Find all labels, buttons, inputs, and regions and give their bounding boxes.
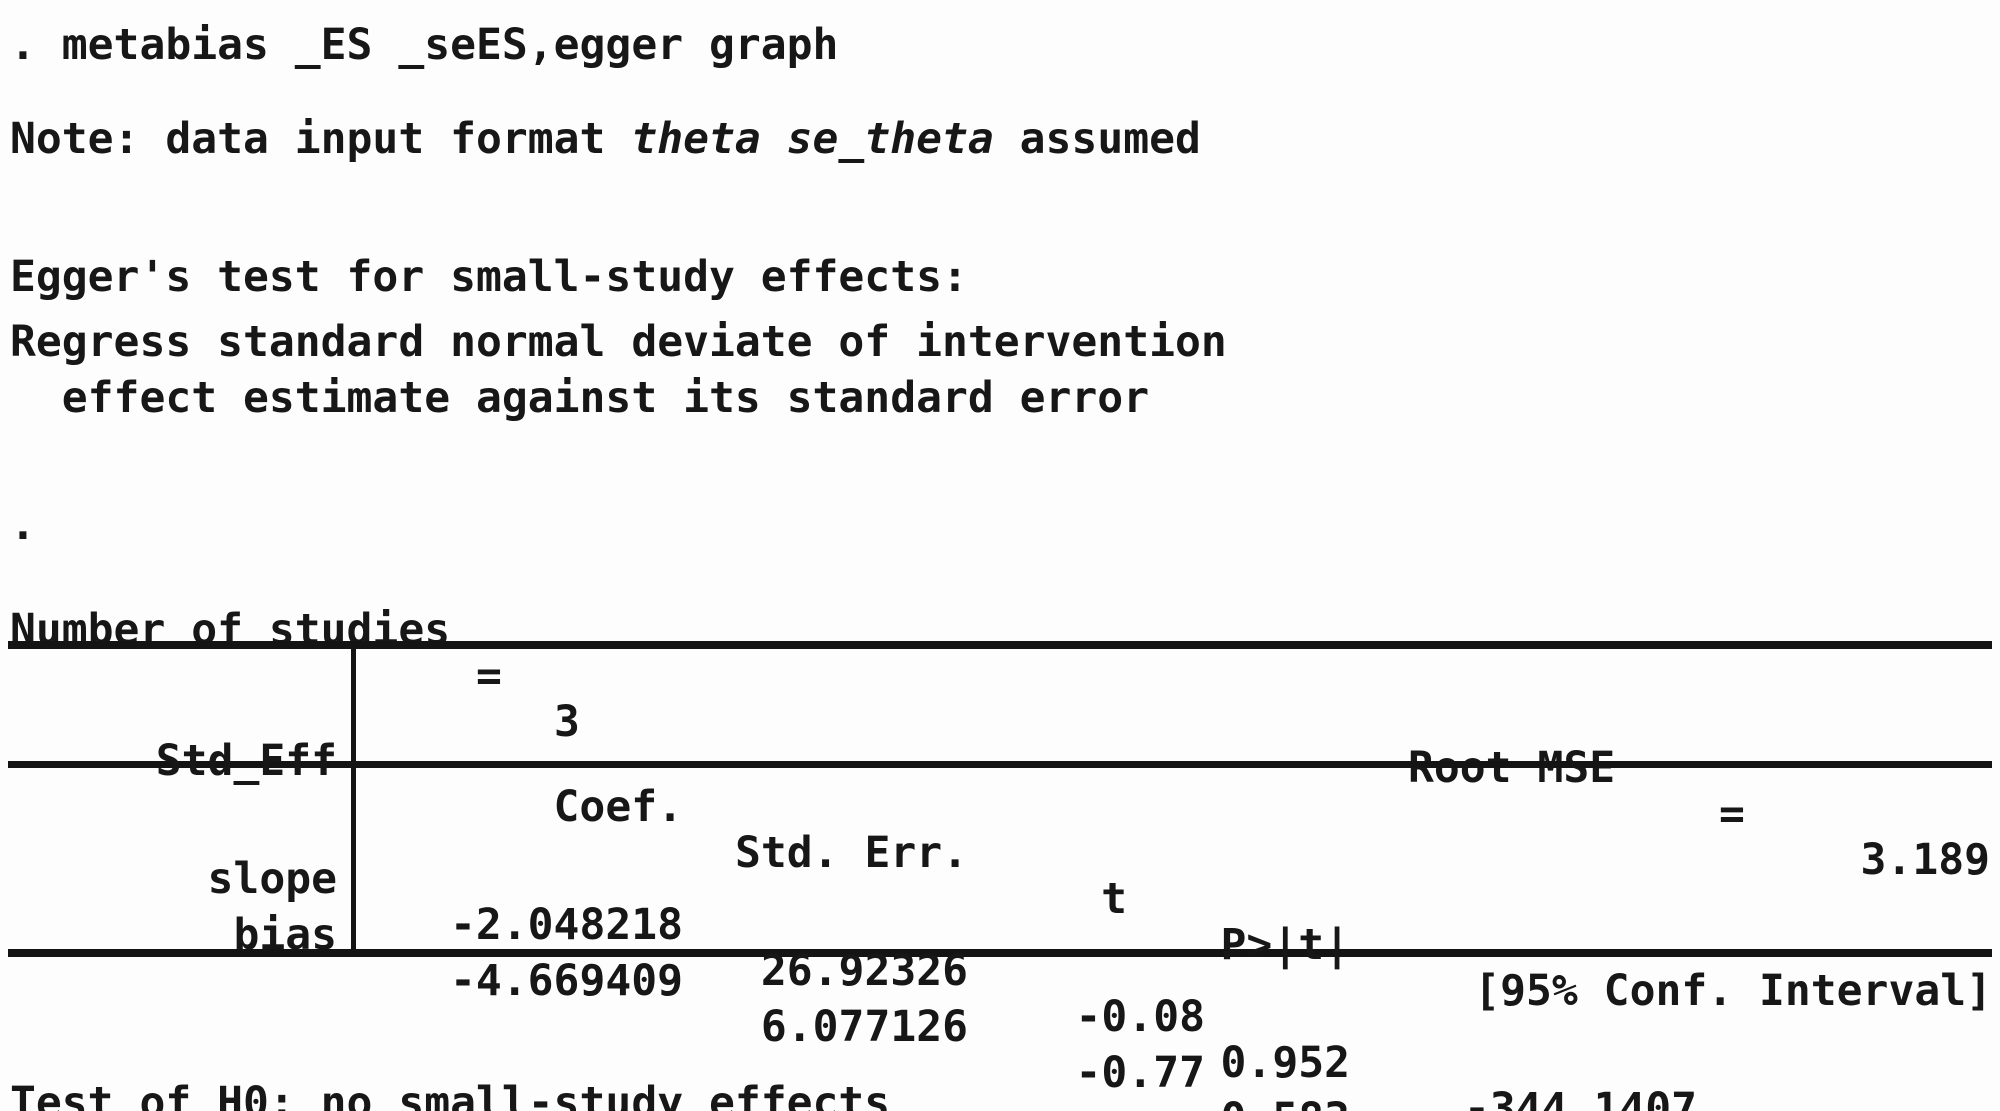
slope-std-err: 26.92326 [760, 946, 968, 996]
table-row-slope: slope -2.048218 26.92326 -0.08 0.952 -34… [0, 810, 2000, 1111]
root-mse-label: Root MSE [1408, 743, 1616, 793]
table-header-row: Std_Eff Coef. Std. Err. t P>|t| [95% Con… [0, 692, 2000, 1014]
table-rule-top [8, 641, 1992, 649]
egger-description-line-3: effect estimate against its standard err… [10, 373, 1150, 423]
bias-label: bias [233, 910, 337, 960]
studies-count-value: 3 [554, 697, 580, 747]
studies-count-equals: = [476, 651, 502, 701]
header-conf-interval: [95% Conf. Interval] [1474, 966, 1992, 1016]
bias-p-value: 0.583 [1221, 1096, 1350, 1111]
slope-ci-low: -344.1407 [1464, 1084, 1697, 1111]
header-coef: Coef. [553, 782, 683, 832]
header-p-value: P>|t| [1220, 920, 1350, 970]
note-line: Note: data input format theta se_theta a… [0, 116, 2000, 162]
egger-description-line-1: Egger's test for small-study effects: [10, 252, 968, 302]
root-mse-value: 3.189 [1860, 835, 1990, 885]
header-t: t [1101, 874, 1127, 924]
summary-line: Number of studies = 3 Root MSE = 3.189 [0, 561, 2000, 883]
bias-t: -0.77 [1075, 1048, 1205, 1098]
h0-test-line: Test of H0: no small-study effects P = 0… [0, 1034, 2000, 1111]
slope-t: -0.08 [1075, 992, 1205, 1042]
header-std-err: Std. Err. [735, 828, 968, 878]
prompt-dot: . [10, 500, 36, 550]
stata-command-line: . metabias _ES _seES,egger graph [10, 20, 839, 70]
slope-coef: -2.048218 [450, 900, 683, 950]
table-rule-bottom [8, 949, 1992, 957]
table-rule-middle [8, 761, 1992, 768]
h0-test-label: Test of H0: no small-study effects [10, 1078, 891, 1111]
egger-description-line-2: Regress standard normal deviate of inter… [10, 317, 1227, 367]
slope-label: slope [207, 854, 337, 904]
note-suffix: assumed [993, 114, 1201, 164]
bias-coef: -4.669409 [450, 956, 683, 1006]
slope-p-value: 0.952 [1220, 1038, 1350, 1088]
note-prefix: Note: data input format [10, 114, 632, 164]
root-mse-equals: = [1719, 789, 1745, 839]
table-row-bias: bias -4.669409 6.077126 -0.77 0.583 -81.… [0, 866, 2000, 1111]
bias-std-err: 6.077126 [760, 1002, 968, 1052]
note-emphasis: theta se_theta [631, 114, 994, 164]
header-std-eff: Std_Eff [155, 736, 337, 786]
table-column-divider [351, 641, 356, 957]
